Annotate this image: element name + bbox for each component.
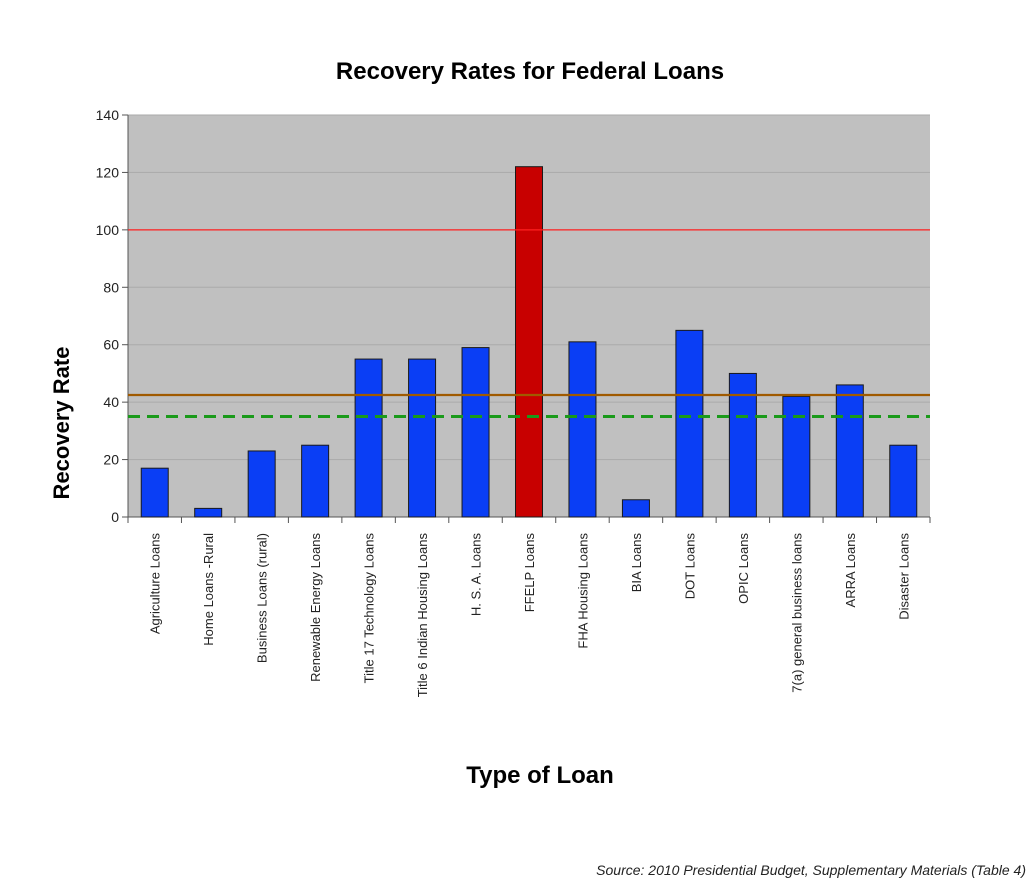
bar [675,329,704,518]
x-category-label: Title 6 Indian Housing Loans [415,533,430,698]
bar [461,347,490,518]
x-category-label: BIA Loans [629,533,644,593]
x-category-label: H. S. A. Loans [469,533,484,617]
bar [889,444,918,518]
x-category-label: FFELP Loans [522,533,537,613]
y-tick-label: 20 [103,452,119,468]
x-category-label: Renewable Energy Loans [308,533,323,682]
chart-title: Recovery Rates for Federal Loans [335,58,725,85]
y-tick-label: 120 [96,164,120,180]
bar [140,467,169,518]
bar [835,384,864,518]
bar [621,499,650,518]
x-category-label: 7(a) general business loans [789,533,804,693]
bar [301,444,330,518]
x-category-label: DOT Loans [682,533,697,600]
y-tick-label: 140 [96,107,120,123]
y-tick-label: 80 [103,279,119,295]
bar [782,395,811,518]
bar [247,450,276,518]
x-category-label: FHA Housing Loans [575,533,590,649]
x-category-label: Title 17 Technology Loans [362,533,377,684]
bar [194,507,223,518]
x-category-label: Agriculture Loans [148,533,163,635]
x-category-label: Home Loans -Rural [201,533,216,646]
bar [728,372,757,518]
x-axis-label: Type of Loan [466,762,614,789]
source-note: Source: 2010 Presidential Budget, Supple… [596,862,1026,878]
bar [408,358,437,518]
bar [568,341,597,518]
y-tick-label: 100 [96,222,120,238]
x-category-label: Business Loans (rural) [255,533,270,663]
bar [354,358,383,518]
y-tick-label: 40 [103,394,119,410]
y-tick-label: 60 [103,337,119,353]
bar [515,166,543,518]
x-category-label: OPIC Loans [736,533,751,604]
x-category-label: ARRA Loans [843,533,858,608]
y-tick-label: 0 [111,509,119,525]
x-category-label: Disaster Loans [896,533,911,620]
